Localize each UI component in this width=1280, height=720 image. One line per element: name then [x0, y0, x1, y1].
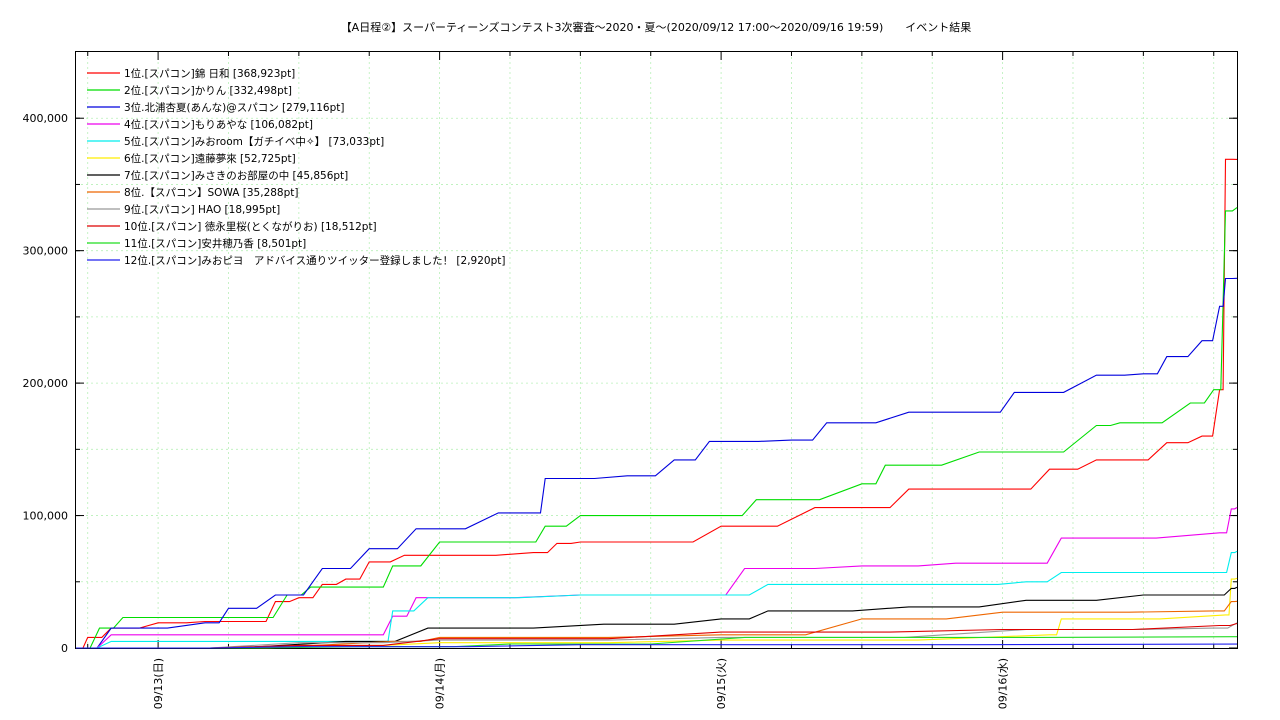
x-tick-label: 09/14(月) [434, 658, 447, 709]
series-line-11 [76, 636, 1238, 649]
legend-entry: 12位.[スパコン]みおピヨ アドバイス通りツイッター登録しました！ [2,92… [124, 254, 505, 267]
series-line-12 [76, 643, 1238, 649]
y-tick-label: 300,000 [23, 245, 69, 258]
x-tick-label: 09/15(火) [715, 658, 728, 709]
series-line-4 [76, 507, 1238, 649]
series-line-3 [76, 277, 1238, 649]
series-line-2 [76, 207, 1238, 649]
legend-entry: 5位.[スパコン]みおroom【ガチイベ中✧】 [73,033pt] [124, 135, 384, 148]
x-tick-label: 09/13(日) [152, 658, 165, 709]
legend-entry: 3位.北浦杏夏(あんな)@スパコン [279,116pt] [124, 101, 344, 114]
chart-title: 【A日程②】スーパーティーンズコンテスト3次審査〜2020・夏〜(2020/09… [341, 20, 972, 34]
legend-entry: 1位.[スパコン]錦 日和 [368,923pt] [124, 67, 295, 80]
legend: 1位.[スパコン]錦 日和 [368,923pt] 2位.[スパコン]かりん [3… [87, 67, 505, 267]
x-tick-label: 09/16(水) [997, 658, 1010, 709]
series-lines [76, 158, 1238, 649]
grid-lines [76, 52, 1237, 648]
series-line-9 [76, 622, 1238, 649]
legend-entry: 9位.[スパコン] HAO [18,995pt] [124, 203, 280, 216]
plot-area-frame [75, 51, 1238, 649]
series-line-7 [76, 586, 1238, 649]
y-tick-label: 200,000 [23, 377, 69, 390]
legend-entry: 8位.【スパコン】SOWA [35,288pt] [124, 186, 299, 199]
legend-entry: 7位.[スパコン]みさきのお部屋の中 [45,856pt] [124, 169, 348, 182]
series-line-1 [76, 158, 1238, 649]
y-tick-label: 0 [61, 642, 68, 655]
legend-entry: 2位.[スパコン]かりん [332,498pt] [124, 84, 292, 97]
legend-entry: 10位.[スパコン] 徳永里桜(とくながりお) [18,512pt] [124, 220, 377, 233]
axis-ticks: 0 100,000 200,000 300,000 400,000 09/13(日) 09/… [23, 52, 1237, 709]
legend-entry: 11位.[スパコン]安井穂乃香 [8,501pt] [124, 237, 306, 250]
legend-entry: 6位.[スパコン]遠藤夢來 [52,725pt] [124, 152, 296, 165]
y-tick-label: 400,000 [23, 112, 69, 125]
series-line-10 [76, 622, 1238, 649]
legend-entry: 4位.[スパコン]もりあやな [106,082pt] [124, 118, 313, 131]
y-tick-label: 100,000 [23, 510, 69, 523]
